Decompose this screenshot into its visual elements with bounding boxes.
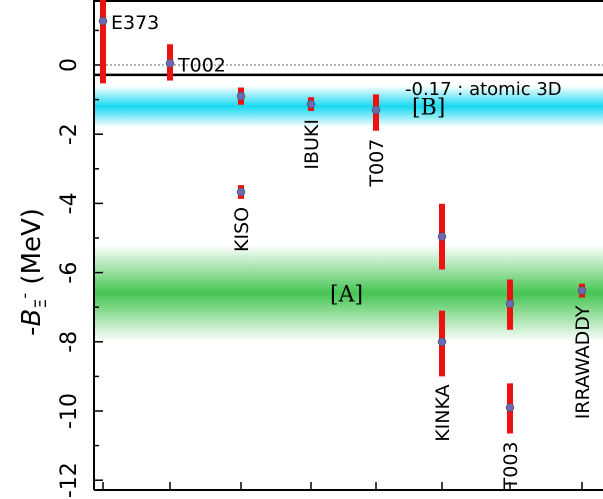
point-kiso <box>236 187 246 197</box>
point-kiso <box>236 91 246 101</box>
point-kinka <box>437 232 447 241</box>
point-t002 <box>165 59 175 68</box>
y-tick-label: -10 <box>57 393 82 429</box>
y-tick-label: -2 <box>57 123 82 145</box>
y-axis-title: -BΞ- (MeV) <box>15 208 50 336</box>
y-tick-label: -4 <box>57 192 82 214</box>
label-t003: T003 <box>500 441 522 490</box>
y-tick-label: -6 <box>57 262 82 284</box>
point-e373 <box>98 16 108 26</box>
band-label-1: [A] <box>330 282 363 307</box>
point-t003 <box>505 299 515 308</box>
y-tick-label: 0 <box>57 58 82 72</box>
point-irrawaddy <box>577 286 587 295</box>
label-kinka: KINKA <box>432 384 454 441</box>
y-tick-label: -8 <box>57 331 82 353</box>
y-tick-label: -12 <box>57 462 82 498</box>
reference-line-label: -0.17 : atomic 3D <box>405 79 562 100</box>
point-ibuki <box>306 99 316 109</box>
point-t003 <box>505 403 515 412</box>
label-t007: T007 <box>366 139 388 188</box>
label-ibuki: IBUKI <box>301 119 323 170</box>
label-irrawaddy: IRRAWADDY <box>572 305 594 419</box>
band-0 <box>94 85 603 128</box>
point-t007 <box>371 105 381 115</box>
band-label-0: [B] <box>412 96 445 121</box>
label-e373: E373 <box>111 12 159 34</box>
point-kinka <box>437 337 447 347</box>
label-kiso: KISO <box>231 207 253 252</box>
label-t002: T002 <box>177 54 226 76</box>
band-1 <box>94 244 603 342</box>
